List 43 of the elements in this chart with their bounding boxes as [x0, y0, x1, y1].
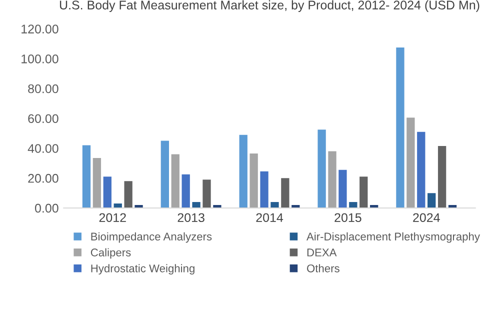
bar — [328, 151, 336, 208]
legend-label: DEXA — [307, 248, 337, 256]
chart-title: U.S. Body Fat Measurement Market size, by Product, 2012- 2024 (USD Mn) — [60, 0, 480, 12]
legend-label: Air-Displacement Plethysmography — [306, 232, 480, 243]
bar — [82, 145, 91, 208]
bar — [417, 132, 426, 208]
bar — [92, 158, 102, 208]
y-tick-label: 100.00 — [22, 54, 58, 64]
x-tick-label: 2024 — [413, 213, 440, 222]
bar — [239, 134, 248, 208]
y-tick-label: 120.00 — [22, 24, 58, 34]
bar — [338, 170, 347, 208]
bar — [160, 140, 169, 208]
bar — [202, 180, 211, 208]
y-tick-label: 60.00 — [28, 114, 58, 124]
bar — [318, 130, 326, 208]
legend-label: Bioimpedance Analyzers — [91, 232, 212, 243]
y-tick-label: 80.00 — [28, 84, 58, 94]
bar — [406, 118, 415, 208]
bar — [281, 178, 290, 208]
bar — [250, 153, 258, 208]
y-tick-label: 20.00 — [28, 174, 58, 183]
bar — [270, 202, 279, 208]
bar — [124, 181, 132, 208]
bar — [103, 176, 112, 208]
bar — [192, 202, 200, 208]
bar — [438, 146, 446, 208]
bar — [171, 154, 180, 208]
x-tick-label: 2013 — [178, 213, 204, 222]
bar — [182, 174, 190, 208]
bar — [360, 176, 368, 208]
y-tick-label: 40.00 — [28, 144, 58, 153]
legend-label: Hydrostatic Weighing — [91, 264, 194, 275]
x-tick-label: 2012 — [99, 213, 126, 222]
bar — [349, 202, 358, 208]
legend-label: Calipers — [90, 248, 131, 259]
bar — [428, 193, 436, 208]
x-tick-label: 2015 — [334, 213, 362, 222]
bar — [396, 47, 404, 208]
x-tick-label: 2014 — [256, 213, 284, 222]
bar — [260, 171, 268, 208]
legend-label: Others — [307, 264, 340, 272]
y-tick-label: 0.00 — [35, 204, 58, 213]
